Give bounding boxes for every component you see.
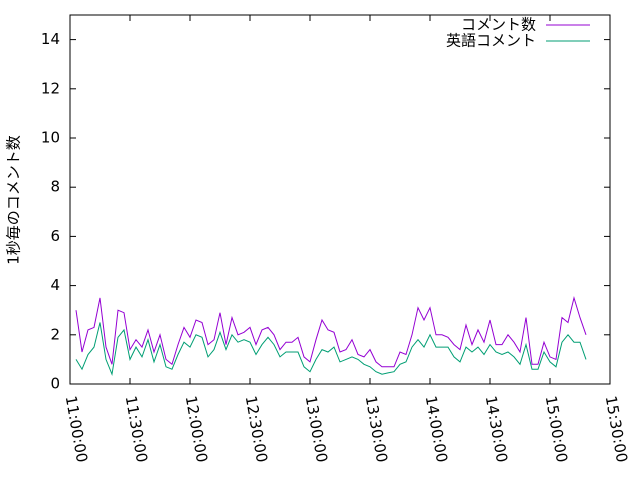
y-tick-label: 6 (50, 227, 60, 245)
x-tick-label: 13:30:00 (362, 394, 391, 463)
x-tick-label: 14:30:00 (482, 394, 511, 463)
y-tick-label: 2 (50, 325, 60, 343)
y-tick-label: 14 (41, 30, 60, 48)
x-tick-label: 14:00:00 (422, 394, 451, 463)
legend-label: コメント数 (461, 16, 536, 34)
y-tick-label: 0 (50, 375, 60, 393)
y-axis-label: 1秒毎のコメント数 (5, 135, 23, 265)
y-tick-label: 12 (41, 79, 60, 97)
y-tick-label: 8 (50, 178, 60, 196)
y-tick-label: 4 (50, 276, 60, 294)
series-line (75, 322, 587, 377)
x-tick-label: 11:30:00 (122, 394, 151, 463)
x-tick-label: 12:00:00 (182, 394, 211, 463)
legend-label: 英語コメント (446, 32, 536, 50)
x-tick-label: 12:30:00 (242, 394, 271, 463)
x-tick-label: 15:00:00 (542, 394, 571, 463)
series-line (75, 296, 587, 368)
x-tick-label: 13:00:00 (302, 394, 331, 463)
x-tick-label: 11:00:00 (62, 394, 91, 463)
y-tick-label: 10 (41, 129, 60, 147)
x-tick-label: 15:30:00 (602, 394, 631, 463)
plot-border (69, 14, 611, 385)
